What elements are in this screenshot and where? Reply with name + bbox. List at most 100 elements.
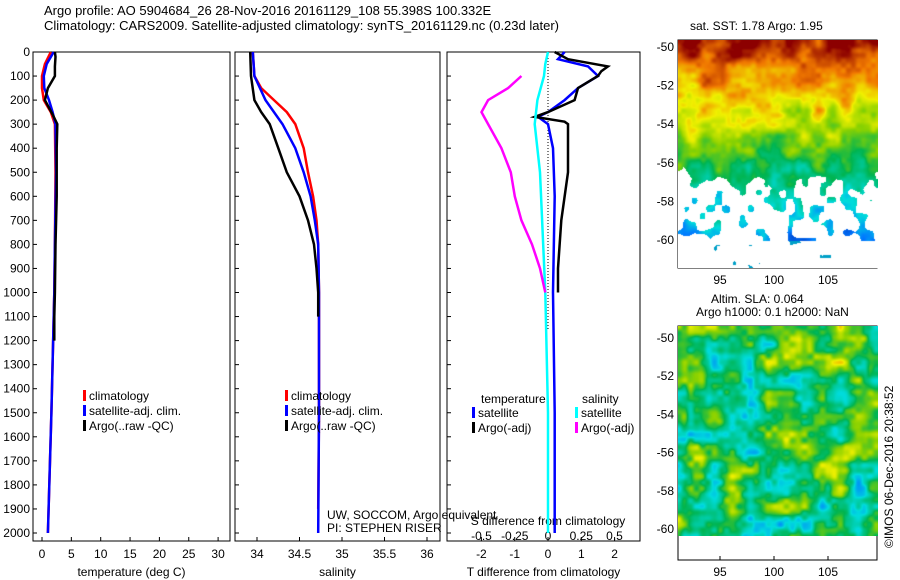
legend-swatch (575, 422, 578, 433)
y-tick-label: 400 (10, 141, 30, 155)
x-tick-label: 35.5 (373, 547, 397, 561)
x2-tick-label: -0.5 (471, 529, 492, 543)
x-axis-label: T difference from climatology (467, 565, 621, 579)
x-tick-label: 1 (578, 547, 585, 561)
legend-swatch (83, 390, 86, 401)
x-tick-label: -2 (476, 547, 487, 561)
legend-label: Argo(..raw -QC) (89, 419, 174, 433)
series-line-s-satellite (533, 51, 550, 533)
legend-swatch (472, 407, 475, 418)
map-x-tick-label: 105 (818, 273, 838, 287)
legend-label: satellite-adj. clim. (291, 404, 383, 418)
y-tick-label: 1400 (3, 382, 30, 396)
y-tick-label: 200 (10, 93, 30, 107)
legend-swatch (83, 405, 86, 416)
sla-map-title-2: Argo h1000: 0.1 h2000: NaN (696, 305, 849, 319)
legend-label: Argo(-adj) (581, 421, 634, 435)
y-tick-label: 600 (10, 189, 30, 203)
series-line-climatology (251, 51, 321, 509)
map-x-tick-label: 100 (764, 565, 784, 579)
map-y-tick-label: -50 (657, 40, 675, 54)
x2-tick-label: 0 (545, 529, 552, 543)
x-tick-label: -1 (509, 547, 520, 561)
legend-label: satellite-adj. clim. (89, 404, 181, 418)
x-tick-label: 20 (153, 547, 167, 561)
y-tick-label: 1600 (3, 430, 30, 444)
legend-label: climatology (291, 389, 351, 403)
x-tick-label: 36 (420, 547, 434, 561)
legend-swatch (285, 390, 288, 401)
plot-frame-temperature (32, 51, 231, 542)
copyright-text: ©IMOS 06-Dec-2016 20:38:52 (882, 385, 896, 548)
map-y-tick-label: -54 (657, 117, 675, 131)
plot-frame-salinity (234, 51, 441, 542)
y-tick-label: 1700 (3, 454, 30, 468)
x2-tick-label: 0.5 (606, 529, 623, 543)
y-tick-label: 1300 (3, 358, 30, 372)
x-tick-label: 34.5 (288, 547, 312, 561)
y-tick-label: 1000 (3, 286, 30, 300)
y-tick-label: 0 (23, 45, 30, 59)
y-tick-label: 800 (10, 237, 30, 251)
pi-text: PI: STEPHEN RISER (327, 521, 442, 535)
y-tick-label: 700 (10, 213, 30, 227)
x-axis-label: temperature (deg C) (77, 565, 185, 579)
map-y-tick-label: -56 (657, 156, 675, 170)
map-y-tick-label: -50 (657, 331, 675, 345)
series-line-argo-raw-qc- (43, 51, 59, 341)
y-tick-label: 1500 (3, 406, 30, 420)
y-tick-label: 1800 (3, 478, 30, 492)
series-line-satellite-adj-clim- (251, 51, 321, 534)
x-tick-label: 0 (39, 547, 46, 561)
plot-frame-difference (446, 51, 641, 542)
x-tick-label: 5 (68, 547, 75, 561)
map-x-tick-label: 105 (818, 565, 838, 579)
x2-tick-label: -0.25 (501, 529, 529, 543)
series-line-t-argo-adj- (529, 50, 612, 293)
x-axis-label: salinity (319, 565, 356, 579)
legend-label: satellite (478, 406, 519, 420)
y-tick-label: 2000 (3, 526, 30, 540)
map-x-tick-label: 95 (713, 273, 727, 287)
x2-tick-label: 0.25 (570, 529, 594, 543)
legend-swatch (472, 422, 475, 433)
y-tick-label: 500 (10, 165, 30, 179)
map-x-tick-label: 95 (713, 565, 727, 579)
sla-heatmap (678, 326, 878, 536)
sla-map-title-1: Altim. SLA: 0.064 (711, 292, 804, 306)
legend-label: Argo(..raw -QC) (291, 419, 376, 433)
series-line-argo-raw-qc- (248, 51, 320, 317)
map-y-tick-label: -52 (657, 79, 675, 93)
x-tick-label: 35 (335, 547, 349, 561)
legend-swatch (83, 420, 86, 431)
legend-label: climatology (89, 389, 149, 403)
x-tick-label: 25 (182, 547, 196, 561)
y-tick-label: 300 (10, 117, 30, 131)
map-y-tick-label: -52 (657, 369, 675, 383)
legend-title-temperature: temperature (481, 392, 546, 406)
legend-swatch (575, 407, 578, 418)
map-y-tick-label: -56 (657, 446, 675, 460)
x-tick-label: 30 (211, 547, 225, 561)
credit-text: UW, SOCCOM, Argo equivalent (327, 508, 497, 522)
title-line-1: Argo profile: AO 5904684_26 28-Nov-2016 … (44, 3, 492, 18)
sst-map-title: sat. SST: 1.78 Argo: 1.95 (690, 19, 823, 33)
x-tick-label: 15 (123, 547, 137, 561)
y-tick-label: 1900 (3, 502, 30, 516)
map-x-tick-label: 100 (764, 273, 784, 287)
title-line-2: Climatology: CARS2009. Satellite-adjuste… (44, 18, 559, 33)
map-y-tick-label: -60 (657, 233, 675, 247)
map-y-tick-label: -58 (657, 484, 675, 498)
y-tick-label: 1200 (3, 334, 30, 348)
legend-swatch (285, 405, 288, 416)
y-tick-label: 100 (10, 69, 30, 83)
map-y-tick-label: -58 (657, 194, 675, 208)
x-tick-label: 34 (250, 547, 264, 561)
legend-label: Argo(-adj) (478, 421, 531, 435)
series-line-s-argo-adj- (480, 75, 547, 293)
map-y-tick-label: -54 (657, 407, 675, 421)
map-y-tick-label: -60 (657, 522, 675, 536)
legend-label: satellite (581, 406, 622, 420)
